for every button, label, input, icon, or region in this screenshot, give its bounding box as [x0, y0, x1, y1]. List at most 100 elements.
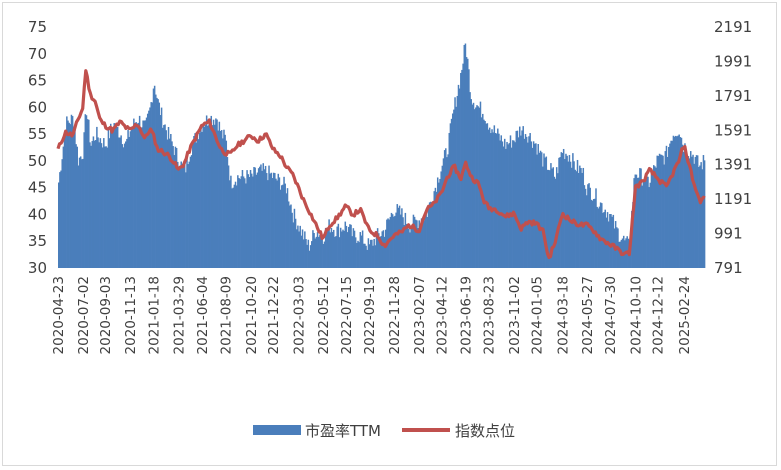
x-tick-label: 2024-05-27	[580, 276, 596, 354]
pe-bar	[345, 225, 348, 268]
pe-bar	[467, 58, 469, 268]
pe-bar	[553, 176, 556, 268]
pe-bar	[695, 155, 698, 268]
pe-bar	[365, 245, 367, 268]
pe-bar	[260, 164, 262, 268]
pe-bar	[666, 156, 669, 268]
pe-bar	[127, 129, 129, 268]
pe-bar	[599, 202, 602, 268]
pe-bar	[654, 166, 656, 268]
pe-bar	[520, 135, 522, 268]
pe-bar	[309, 245, 312, 268]
pe-bar	[292, 222, 295, 268]
pe-bar	[172, 146, 174, 268]
pe-bar	[696, 155, 699, 268]
pe-bar	[382, 230, 385, 268]
pe-bar	[523, 138, 526, 268]
pe-bar	[175, 148, 178, 268]
pe-bar	[239, 179, 241, 268]
pe-bar	[327, 227, 329, 268]
pe-bar	[335, 236, 337, 268]
pe-bar	[148, 110, 150, 268]
pe-bar	[173, 155, 176, 268]
pe-bar	[412, 214, 415, 268]
pe-bar	[75, 144, 77, 268]
left-tick-label: 30	[28, 259, 47, 277]
pe-bar	[168, 138, 171, 268]
pe-bar	[485, 123, 487, 268]
pe-bar	[334, 236, 336, 268]
pe-bar	[433, 191, 435, 268]
right-tick-label: 1391	[714, 156, 752, 174]
pe-bar	[280, 185, 283, 268]
pe-bar	[689, 151, 692, 268]
pe-bar	[590, 199, 593, 268]
pe-bar	[564, 159, 566, 268]
pe-bar	[560, 152, 563, 268]
pe-bar	[215, 118, 217, 268]
pe-bar	[351, 236, 353, 268]
pe-bar	[297, 225, 299, 268]
pe-bar	[636, 177, 639, 268]
pe-bar	[339, 227, 342, 268]
pe-bar	[396, 204, 399, 268]
pe-bar	[279, 189, 282, 268]
pe-bar	[418, 220, 420, 268]
pe-bar	[301, 229, 304, 268]
pe-bar	[425, 213, 427, 268]
pe-bar	[308, 250, 311, 268]
pe-bar	[151, 102, 154, 268]
pe-bar	[90, 145, 92, 268]
pe-bar	[641, 185, 643, 268]
pe-bar	[210, 115, 213, 268]
pe-bar	[532, 141, 535, 268]
pe-bar	[439, 178, 441, 268]
pe-bar	[540, 152, 543, 268]
pe-bar	[85, 115, 88, 268]
pe-bar	[68, 122, 70, 268]
pe-bar	[177, 161, 179, 268]
pe-bar	[264, 165, 267, 268]
pe-bar	[419, 224, 422, 268]
pe-bar	[610, 214, 612, 268]
pe-bar	[245, 183, 247, 268]
pe-bar	[640, 168, 642, 268]
pe-bar	[702, 155, 705, 268]
pe-bar	[527, 142, 529, 268]
pe-bar	[668, 146, 670, 268]
pe-bar	[294, 218, 297, 268]
pe-bar	[263, 169, 266, 268]
pe-bar	[409, 232, 411, 268]
pe-bar	[435, 191, 438, 268]
pe-bar	[100, 143, 103, 268]
pe-bar	[570, 167, 573, 268]
pe-bar	[401, 208, 403, 268]
x-tick-label: 2024-12-12	[651, 276, 667, 354]
pe-bar	[193, 135, 195, 268]
pe-bar	[670, 140, 672, 268]
pe-bar	[438, 182, 440, 268]
pe-bar	[238, 177, 240, 268]
pe-bar	[146, 113, 149, 268]
pe-bar	[659, 154, 662, 268]
pe-bar	[528, 136, 530, 268]
pe-bar	[337, 223, 340, 268]
pe-bar	[343, 230, 345, 268]
pe-bar	[113, 123, 115, 268]
pe-bar	[554, 178, 557, 268]
pe-bar	[499, 140, 501, 268]
pe-bar	[518, 126, 521, 268]
pe-bar	[446, 157, 448, 268]
pe-bar	[482, 113, 484, 268]
legend-index-label: 指数点位	[455, 422, 515, 440]
pe-bar	[78, 157, 81, 268]
pe-bar	[359, 232, 362, 268]
pe-bar	[434, 187, 437, 268]
pe-bar	[105, 146, 107, 268]
pe-bar	[586, 195, 588, 268]
pe-bar	[441, 165, 444, 268]
pe-bar	[158, 102, 161, 268]
pe-bar	[178, 169, 180, 268]
x-tick-label: 2021-08-09	[218, 276, 234, 354]
pe-bar	[202, 125, 204, 268]
